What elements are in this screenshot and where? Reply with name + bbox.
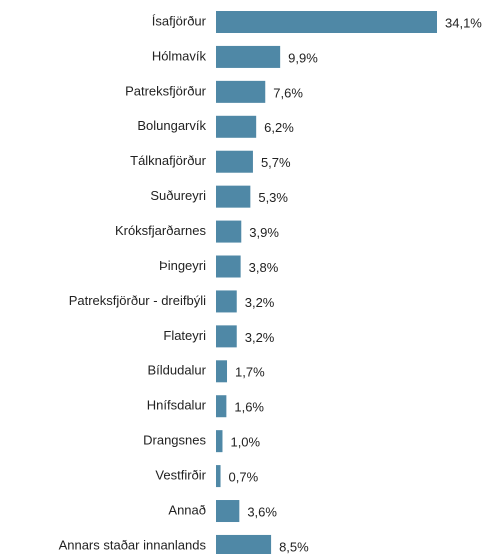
value-label: 7,6% <box>273 85 303 100</box>
category-label: Flateyri <box>163 328 206 343</box>
category-label: Hnífsdalur <box>147 398 207 413</box>
category-label: Annað <box>168 502 206 517</box>
category-label: Tálknafjörður <box>130 153 207 168</box>
bar <box>216 150 253 173</box>
value-label: 34,1% <box>445 15 482 30</box>
bar <box>216 115 257 138</box>
bar <box>216 80 266 103</box>
value-label: 0,7% <box>229 470 259 485</box>
category-label: Vestfirðir <box>155 468 206 483</box>
value-label: 3,2% <box>245 330 275 345</box>
value-label: 8,5% <box>279 539 309 554</box>
value-label: 1,6% <box>234 400 264 415</box>
category-label: Drangsnes <box>143 433 206 448</box>
bar <box>216 45 281 68</box>
bar <box>216 185 251 208</box>
value-label: 3,9% <box>249 225 279 240</box>
bar <box>216 500 240 523</box>
value-label: 3,6% <box>247 504 277 519</box>
value-label: 3,8% <box>249 260 279 275</box>
category-label: Ísafjörður <box>152 13 207 28</box>
value-label: 6,2% <box>264 120 294 135</box>
value-label: 5,7% <box>261 155 291 170</box>
bar <box>216 465 221 488</box>
category-label: Bíldudalur <box>147 363 206 378</box>
bar <box>216 430 223 453</box>
value-label: 1,0% <box>230 435 260 450</box>
category-label: Suðureyri <box>150 188 206 203</box>
category-label: Patreksfjörður - dreifbýli <box>69 293 206 308</box>
bar <box>216 11 437 33</box>
category-label: Annars staðar innanlands <box>59 537 207 552</box>
value-label: 1,7% <box>235 365 265 380</box>
value-label: 9,9% <box>288 50 318 65</box>
bar <box>216 360 228 383</box>
value-label: 5,3% <box>258 190 288 205</box>
bar <box>216 534 272 554</box>
bar <box>216 255 241 278</box>
bar <box>216 290 237 313</box>
category-label: Króksfjarðarnes <box>115 223 207 238</box>
value-label: 3,2% <box>245 295 275 310</box>
bar <box>216 325 237 348</box>
category-label: Patreksfjörður <box>125 83 207 98</box>
category-label: Bolungarvík <box>137 118 206 133</box>
bar <box>216 220 242 243</box>
category-label: Þingeyri <box>159 258 206 273</box>
bar <box>216 395 227 418</box>
category-label: Hólmavík <box>152 48 207 63</box>
